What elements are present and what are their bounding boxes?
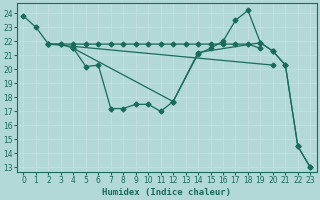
X-axis label: Humidex (Indice chaleur): Humidex (Indice chaleur) bbox=[102, 188, 231, 197]
